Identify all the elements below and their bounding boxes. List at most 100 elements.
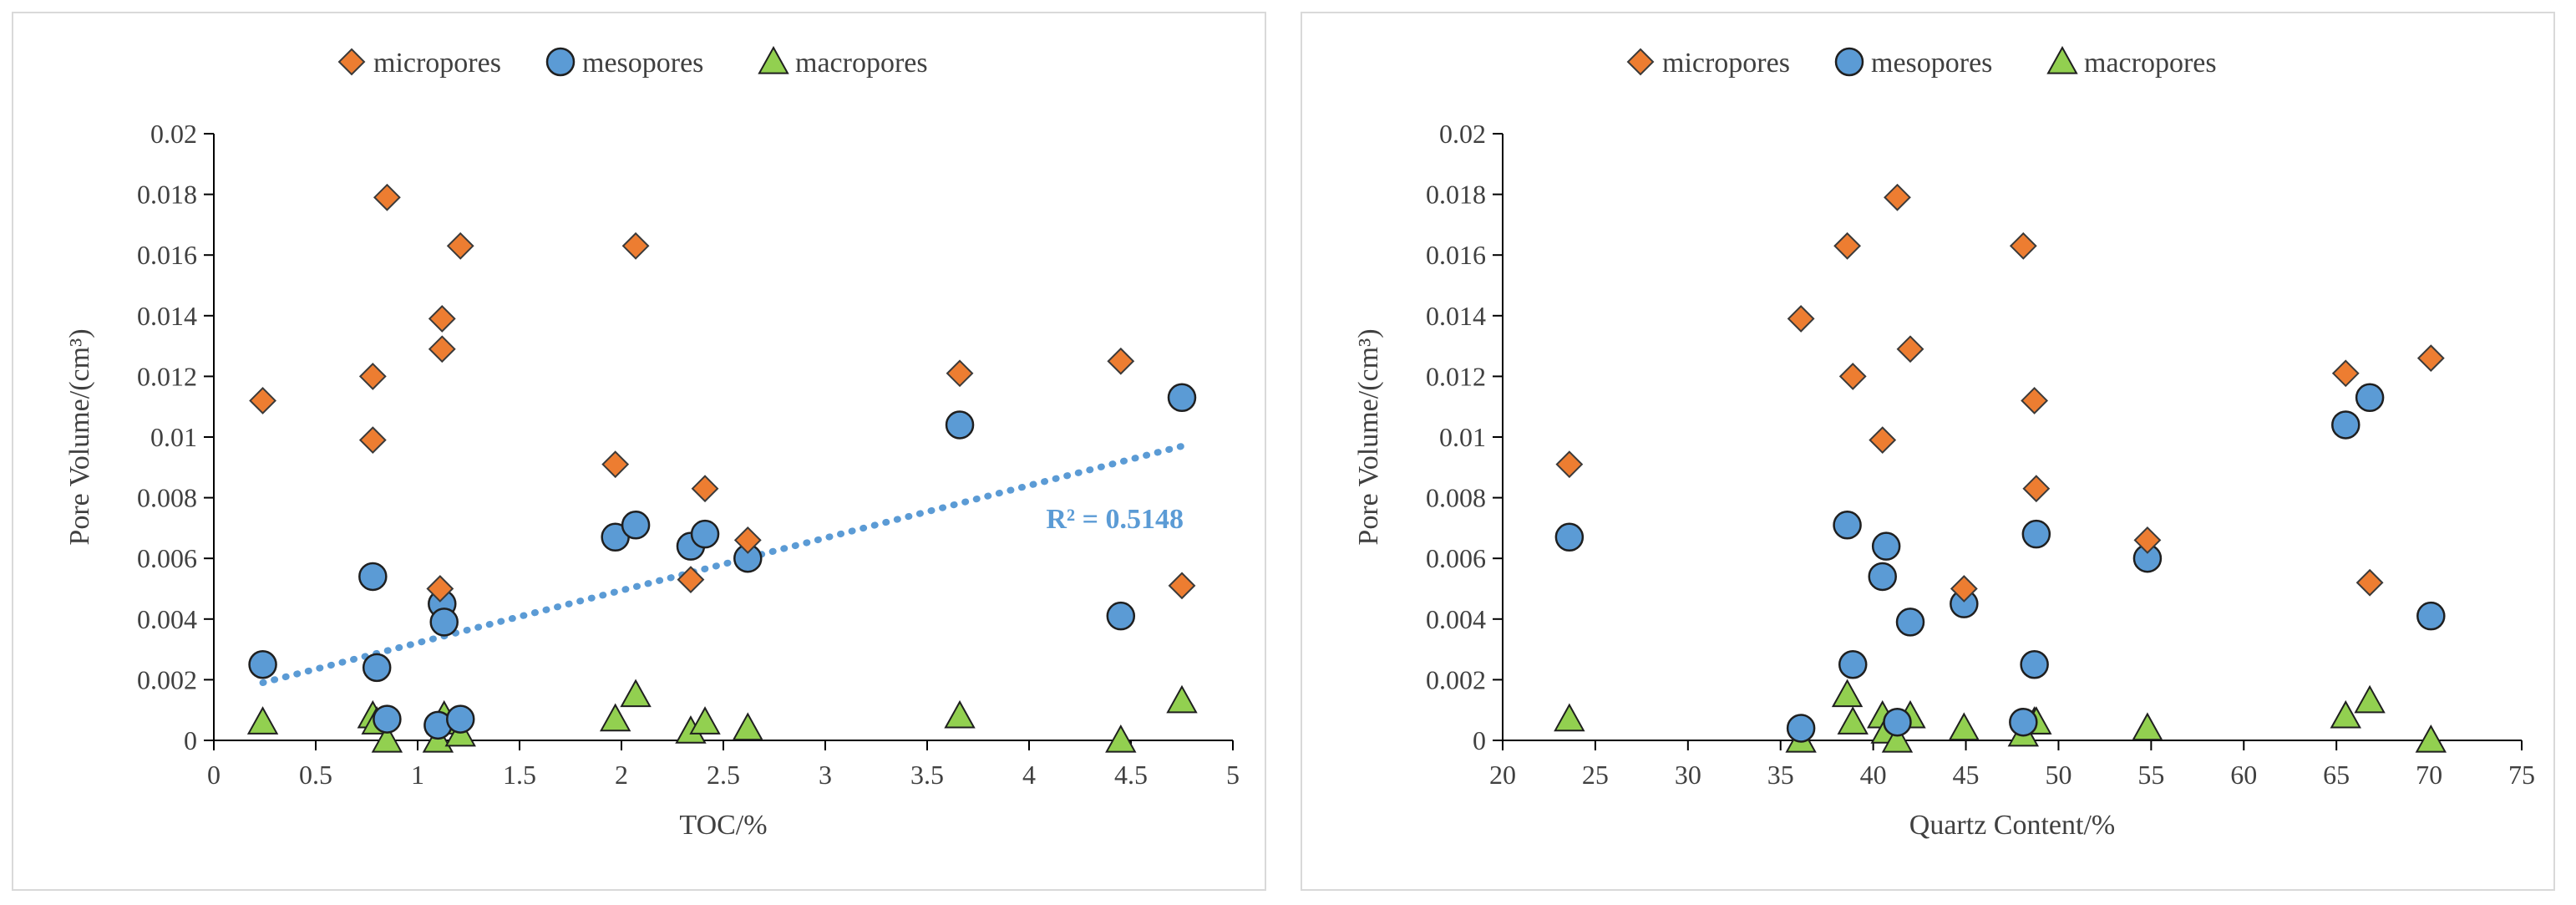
data-point-macropores — [1554, 703, 1585, 732]
data-point-macropores — [1166, 684, 1198, 714]
x-tick-label: 60 — [2230, 760, 2257, 790]
y-tick-label: 0.014 — [1426, 301, 1486, 331]
data-point-mesopores — [373, 704, 402, 734]
x-tick-label: 4.5 — [1114, 760, 1148, 790]
x-tick-label: 0.5 — [299, 760, 332, 790]
data-point-mesopores — [1868, 562, 1897, 592]
data-point-macropores — [689, 706, 721, 735]
x-tick-label: 25 — [1582, 760, 1609, 790]
data-point-micropores — [1884, 183, 1911, 211]
x-tick-label: 35 — [1767, 760, 1794, 790]
legend-label-micropores: micropores — [1662, 48, 1790, 79]
x-tick-label: 20 — [1489, 760, 1516, 790]
data-point-micropores — [2022, 475, 2051, 503]
data-point-mesopores — [1167, 383, 1197, 413]
data-point-mesopores — [358, 562, 388, 592]
data-point-micropores — [2009, 231, 2037, 260]
data-point-micropores — [1838, 362, 1867, 390]
data-point-mesopores — [1895, 608, 1925, 637]
legend-label-micropores: micropores — [373, 48, 501, 79]
y-tick-label: 0.018 — [137, 180, 197, 210]
data-point-mesopores — [2331, 410, 2360, 440]
legend-marker-macropores — [758, 45, 789, 74]
y-tick-label: 0.018 — [1426, 180, 1486, 210]
x-tick-label: 65 — [2323, 760, 2350, 790]
data-point-micropores — [2416, 344, 2445, 373]
legend-label-macropores: macropores — [2084, 48, 2217, 79]
x-tick-label: 2 — [615, 760, 628, 790]
data-point-micropores — [1168, 572, 1196, 600]
legend-marker-micropores — [1626, 48, 1655, 76]
data-point-mesopores — [945, 410, 975, 440]
data-point-micropores — [2021, 387, 2049, 414]
trendline — [259, 442, 1185, 687]
x-tick-label: 5 — [1226, 760, 1240, 790]
data-point-macropores — [2132, 712, 2163, 741]
data-point-mesopores — [2355, 383, 2385, 413]
x-tick-label: 50 — [2045, 760, 2071, 790]
data-point-macropores — [944, 699, 976, 729]
x-tick-label: 4 — [1022, 760, 1036, 790]
data-point-mesopores — [2020, 650, 2049, 679]
legend-marker-macropores — [2046, 45, 2078, 74]
x-tick-label: 45 — [1953, 760, 1980, 790]
y-tick-label: 0 — [1473, 725, 1486, 755]
data-point-micropores — [1107, 347, 1135, 375]
legend-marker-mesopores — [1834, 47, 1864, 77]
y-tick-label: 0.006 — [1426, 543, 1486, 573]
data-point-macropores — [246, 706, 279, 735]
data-point-macropores — [1837, 706, 1869, 735]
x-axis-title: Quartz Content/% — [1909, 810, 2115, 841]
data-point-macropores — [620, 679, 652, 708]
x-tick-label: 1 — [411, 760, 424, 790]
data-point-micropores — [428, 305, 456, 333]
y-tick-label: 0.002 — [137, 664, 197, 694]
data-point-mesopores — [1786, 714, 1816, 743]
data-point-micropores — [733, 526, 762, 554]
data-point-micropores — [946, 359, 974, 388]
legend-marker-micropores — [337, 48, 366, 76]
x-tick-label: 55 — [2137, 760, 2164, 790]
y-tick-label: 0.01 — [1439, 422, 1486, 452]
data-point-mesopores — [1554, 522, 1585, 552]
data-point-micropores — [373, 183, 401, 211]
data-point-micropores — [358, 362, 387, 390]
y-tick-label: 0.02 — [150, 119, 197, 149]
data-point-micropores — [428, 335, 456, 364]
data-point-micropores — [249, 387, 276, 414]
data-point-micropores — [691, 475, 719, 503]
data-point-mesopores — [1838, 650, 1868, 679]
data-point-macropores — [2330, 699, 2361, 729]
data-point-macropores — [2415, 724, 2447, 753]
y-tick-label: 0.012 — [1426, 361, 1486, 391]
legend-label-mesopores: mesopores — [582, 48, 703, 79]
data-point-micropores — [1787, 305, 1815, 333]
data-point-mesopores — [248, 650, 277, 679]
trendline-r2-label: R² = 0.5148 — [1046, 504, 1184, 535]
data-point-micropores — [446, 231, 474, 260]
data-point-mesopores — [445, 704, 475, 734]
data-point-mesopores — [2021, 519, 2051, 549]
x-tick-label: 3 — [819, 760, 832, 790]
y-tick-label: 0.016 — [137, 240, 197, 270]
data-point-mesopores — [2416, 601, 2446, 631]
data-point-micropores — [2355, 568, 2384, 597]
x-tick-label: 3.5 — [910, 760, 944, 790]
data-point-macropores — [1831, 679, 1864, 708]
x-tick-label: 0 — [207, 760, 221, 790]
data-point-macropores — [1105, 724, 1137, 753]
x-tick-label: 2.5 — [707, 760, 740, 790]
data-point-macropores — [1948, 712, 1980, 741]
data-point-macropores — [2354, 684, 2386, 714]
data-point-macropores — [371, 724, 403, 753]
data-point-mesopores — [621, 511, 651, 540]
data-point-mesopores — [1106, 601, 1136, 631]
data-point-micropores — [621, 231, 650, 260]
data-point-micropores — [677, 566, 705, 594]
chart-panel-quartz: 0 0.002 0.004 0.006 0.008 0.01 0.012 0.014 0.016… — [1301, 12, 2555, 891]
chart-panel-toc: 0 0.002 0.004 0.006 0.008 0.01 0.012 0.014 0.016… — [12, 12, 1266, 891]
y-tick-label: 0.016 — [1426, 240, 1486, 270]
data-point-mesopores — [1871, 531, 1901, 561]
data-point-micropores — [1896, 335, 1924, 364]
data-point-micropores — [426, 575, 454, 602]
